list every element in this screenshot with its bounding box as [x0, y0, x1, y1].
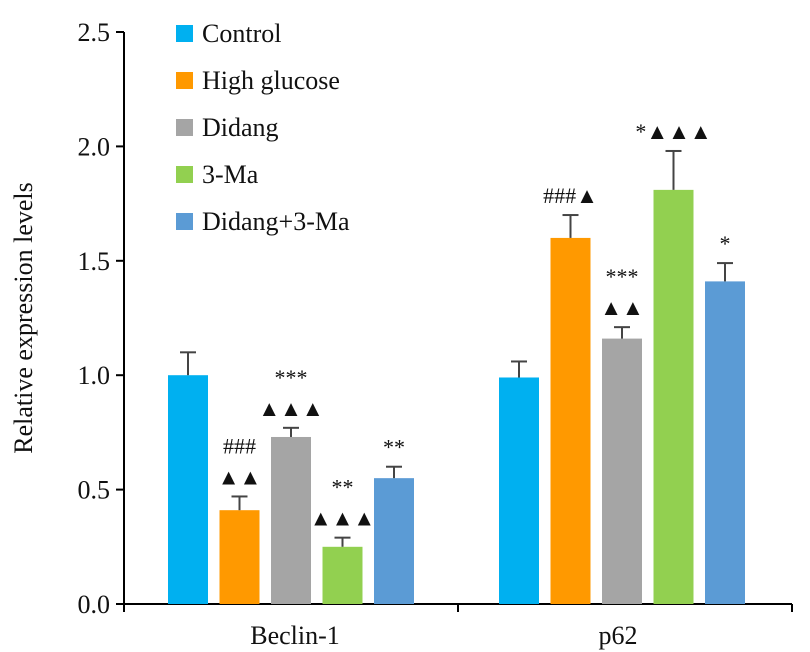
significance-label: ***: [606, 264, 639, 289]
bar: [550, 237, 591, 605]
y-tick-label: 2.0: [78, 132, 111, 161]
significance-label: *▲▲▲: [635, 119, 711, 144]
x-tick-label: p62: [599, 621, 638, 650]
significance-label: **: [383, 435, 405, 460]
bar: [322, 546, 363, 604]
significance-label: *: [720, 231, 731, 256]
legend-swatch: [176, 213, 193, 230]
legend-swatch: [176, 72, 193, 89]
bar: [499, 377, 539, 604]
axes: 0.0 0.5 1.0 1.5 2.0 2.5 Beclin-1 p62: [78, 18, 793, 650]
y-tick-label: 2.5: [78, 18, 111, 47]
significance-label: **: [332, 475, 354, 500]
legend-label: Didang+3-Ma: [202, 207, 350, 236]
legend-label: High glucose: [202, 66, 340, 95]
bar: [705, 281, 745, 604]
significance-label: ▲▲▲: [258, 396, 323, 421]
legend-swatch: [176, 25, 193, 42]
bar: [653, 189, 694, 604]
bar: [168, 375, 208, 604]
significance-label: ▲▲: [600, 295, 644, 320]
x-tick-label: Beclin-1: [250, 621, 340, 650]
bar: [602, 338, 642, 604]
bar: [271, 436, 311, 604]
legend-swatch: [176, 166, 193, 183]
y-axis-label: Relative expression levels: [9, 182, 38, 453]
legend-label: Control: [202, 19, 281, 48]
y-tick-label: 1.0: [78, 361, 111, 390]
bar: [374, 478, 414, 604]
legend: Control High glucose Didang 3-Ma Didang+3-Ma: [176, 19, 350, 236]
y-tick-label: 1.5: [78, 247, 111, 276]
significance-label: ###▲: [543, 183, 598, 208]
y-tick-label: 0.5: [78, 476, 111, 505]
significance-label: ###: [223, 433, 256, 458]
legend-label: Didang: [202, 113, 279, 142]
y-tick-label: 0.0: [78, 590, 111, 619]
legend-swatch: [176, 119, 193, 136]
legend-label: 3-Ma: [202, 160, 259, 189]
significance-label: ▲▲▲: [310, 506, 375, 531]
significance-label: ***: [275, 365, 308, 390]
bar: [219, 510, 260, 604]
significance-label: ▲▲: [218, 464, 262, 489]
bars: ### ▲▲ *** ▲▲▲ ** ▲▲▲ ** ###▲ *** ▲▲ *▲▲▲ *: [168, 119, 745, 605]
